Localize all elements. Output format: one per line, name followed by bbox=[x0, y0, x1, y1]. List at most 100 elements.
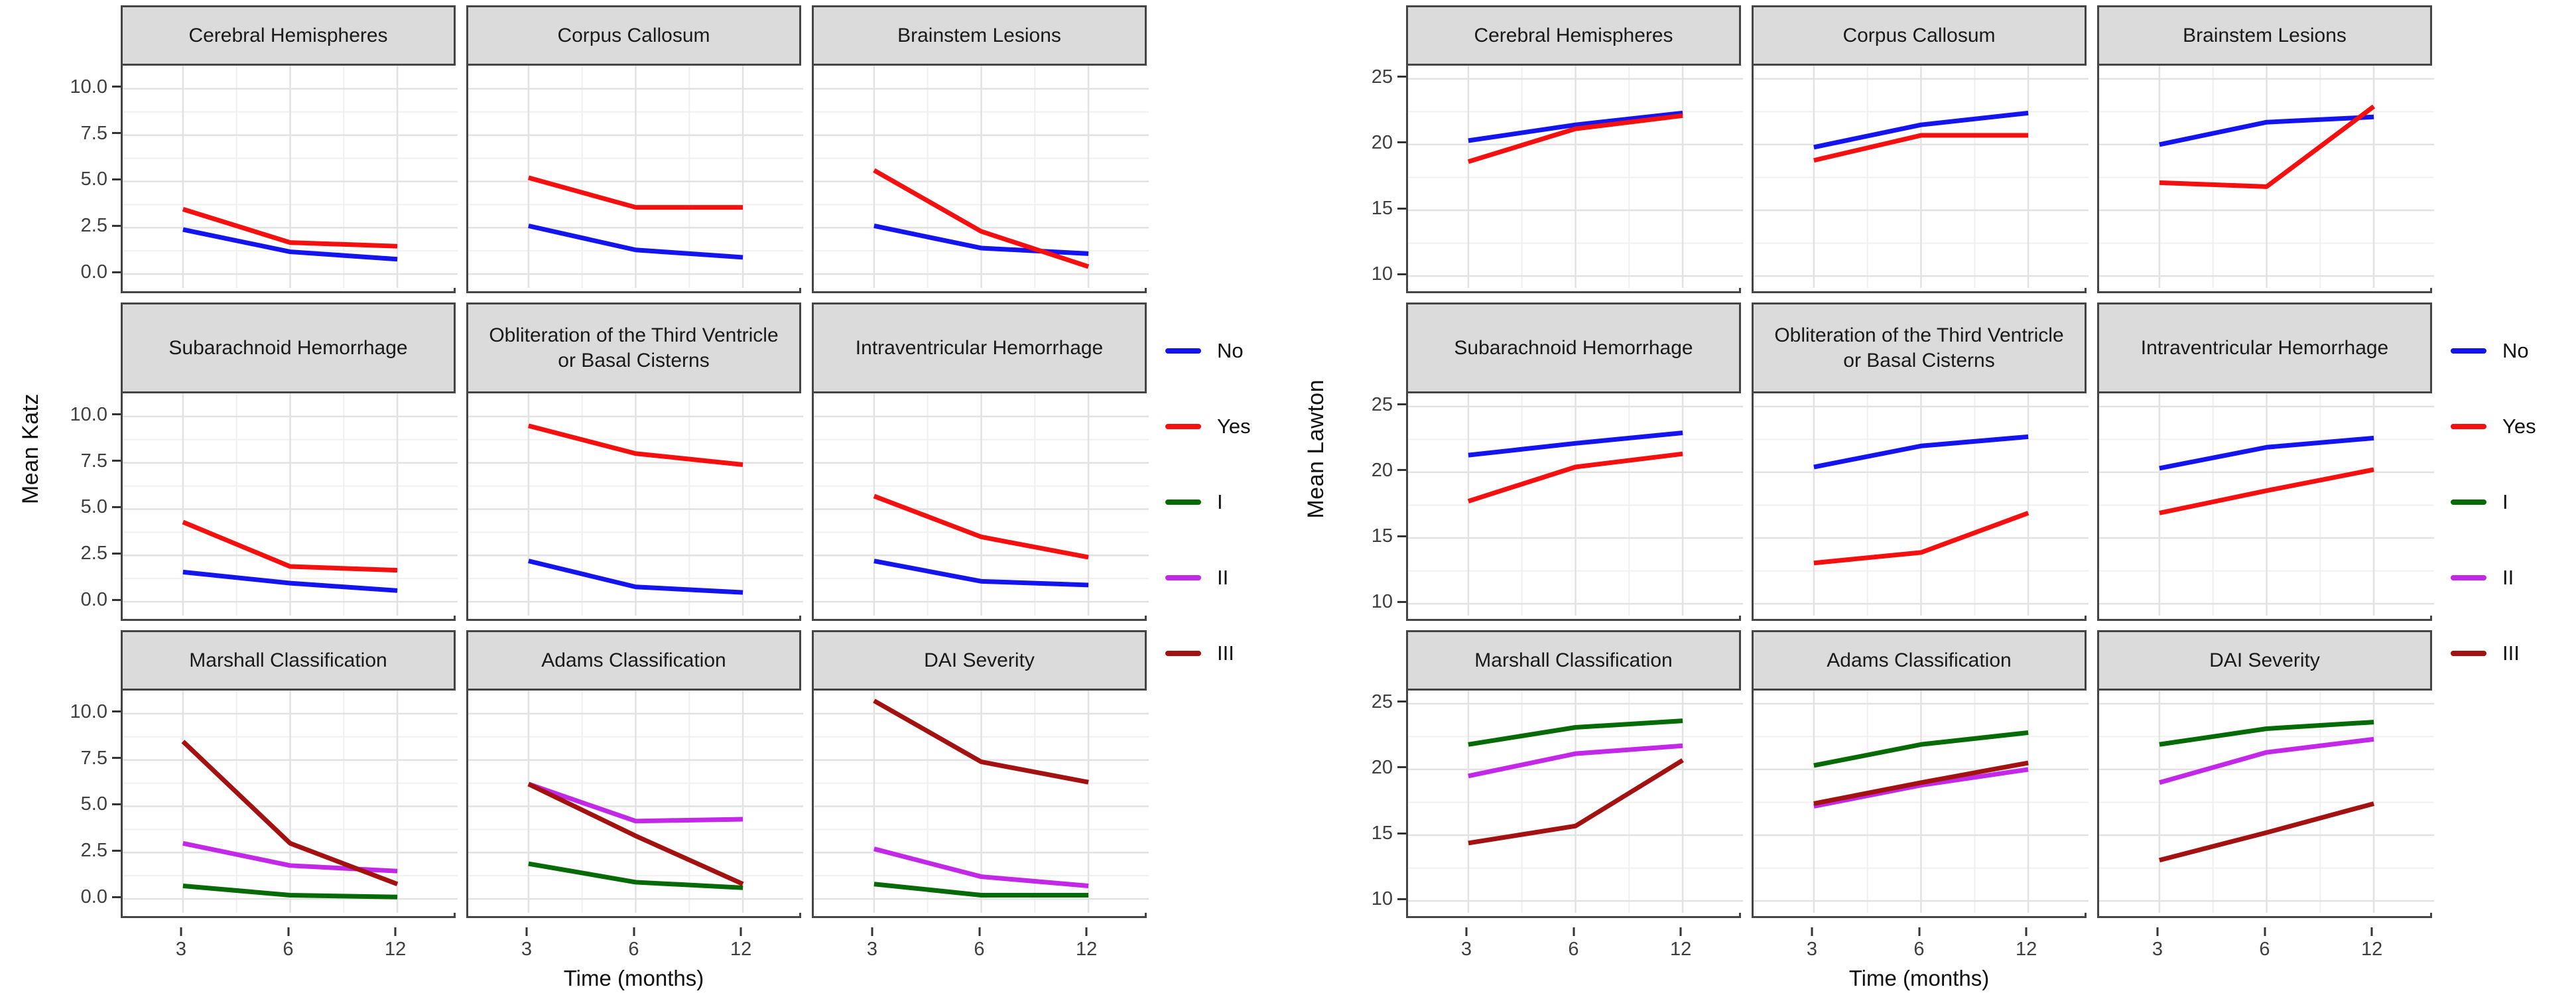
x-tick-mark bbox=[1085, 927, 1088, 936]
x-tick-label: 6 bbox=[2259, 939, 2270, 960]
line-series-no bbox=[528, 559, 743, 595]
facet-panel bbox=[1406, 64, 1743, 293]
y-axis-ticks: 10 15 20 25 bbox=[1333, 630, 1406, 918]
y-axis-ticks: 0.0 2.5 5.0 7.5 10.0 bbox=[48, 302, 121, 621]
x-axis-col: 3 6 12 bbox=[2097, 927, 2432, 966]
lawton-faceted-line-chart: Mean Lawton 10 15 20 25 Cerebral Hemispheres C… bbox=[1299, 5, 2576, 999]
y-tick-mark bbox=[1397, 403, 1406, 406]
legend-line-swatch-iii bbox=[2451, 651, 2486, 656]
y-axis-title-text: Mean Katz bbox=[17, 393, 43, 505]
facet-panel-svg bbox=[1754, 691, 2089, 913]
facet-cerebral-hemispheres: Cerebral Hemispheres bbox=[1406, 5, 1743, 293]
y-tick-mark bbox=[112, 413, 121, 416]
x-tick-mark bbox=[287, 927, 289, 936]
legend-line-swatch-i bbox=[1165, 500, 1201, 505]
legend-label: II bbox=[2502, 566, 2514, 589]
facet-panel-svg bbox=[814, 393, 1149, 616]
y-tick-label: 2.5 bbox=[80, 840, 107, 862]
x-tick-mark bbox=[1573, 927, 1575, 936]
line-series-i bbox=[1813, 730, 2029, 768]
line-series-yes bbox=[182, 207, 398, 249]
facet-title: Subarachnoid Hemorrhage bbox=[1454, 336, 1693, 359]
facet-corpus-callosum: Corpus Callosum bbox=[466, 5, 803, 293]
line-series-ii bbox=[527, 781, 743, 824]
x-tick-mark bbox=[871, 927, 873, 936]
y-tick-mark bbox=[112, 896, 121, 898]
facet-row: 10 15 20 25 Subarachnoid Hemorrhage Obliterat… bbox=[1333, 302, 2434, 621]
legend-item-yes: Yes bbox=[2451, 415, 2576, 438]
facet-row: 10 15 20 25 Cerebral Hemispheres Corpus Callo… bbox=[1333, 5, 2434, 293]
y-tick-label: 2.5 bbox=[80, 215, 107, 237]
facet-panel-svg bbox=[1754, 393, 2089, 616]
x-tick-label: 3 bbox=[1806, 939, 1817, 960]
facet-grid: 0.0 2.5 5.0 7.5 10.0 Cerebral Hemispheres Corp… bbox=[48, 5, 1149, 999]
x-axis-col: 3 6 12 bbox=[121, 927, 456, 966]
facet-title: Marshall Classification bbox=[189, 649, 387, 671]
legend-line-swatch-ii bbox=[2451, 575, 2486, 580]
y-axis-ticks: 10 15 20 25 bbox=[1333, 5, 1406, 293]
line-series-ii bbox=[1468, 743, 1683, 779]
facet-marshall-classification: Marshall Classification bbox=[121, 630, 458, 918]
facet-strip: Cerebral Hemispheres bbox=[121, 5, 456, 64]
y-tick-label: 7.5 bbox=[80, 450, 107, 472]
x-tick-label: 3 bbox=[1460, 939, 1472, 960]
x-tick-label: 12 bbox=[730, 939, 752, 960]
x-axis: 3 6 12 3 6 12 3 6 12 bbox=[48, 927, 1147, 966]
facet-strip: Marshall Classification bbox=[1406, 630, 1741, 689]
line-series-no bbox=[873, 559, 1089, 588]
legend-label: III bbox=[2502, 641, 2520, 665]
legend-label: III bbox=[1217, 641, 1234, 665]
y-tick-mark bbox=[112, 598, 121, 601]
y-tick-label: 10.0 bbox=[70, 76, 107, 98]
facet-subarachnoid-hemorrhage: Subarachnoid Hemorrhage bbox=[1406, 302, 1743, 621]
facet-title: Corpus Callosum bbox=[1842, 24, 1996, 46]
facet-panel-svg bbox=[2099, 393, 2434, 616]
facet-panel bbox=[466, 64, 803, 293]
legend-line-swatch-yes bbox=[2451, 424, 2486, 429]
y-tick-label: 25 bbox=[1371, 691, 1393, 712]
line-series-no bbox=[873, 224, 1089, 256]
y-tick-label: 15 bbox=[1371, 525, 1393, 547]
facet-title: Intraventricular Hemorrhage bbox=[855, 336, 1104, 359]
x-tick-label: 3 bbox=[2152, 939, 2163, 960]
facet-panel-svg bbox=[1408, 691, 1743, 913]
line-series-no bbox=[2159, 435, 2374, 471]
line-series-yes bbox=[1813, 511, 2029, 566]
x-tick-label: 6 bbox=[1913, 939, 1925, 960]
x-tick-label: 3 bbox=[866, 939, 877, 960]
y-tick-label: 10 bbox=[1371, 591, 1393, 613]
facet-brainstem-lesions: Brainstem Lesions bbox=[812, 5, 1149, 293]
facet-panel bbox=[121, 689, 458, 918]
line-series-iii bbox=[1468, 758, 1684, 846]
legend-label: I bbox=[1217, 490, 1223, 513]
y-tick-mark bbox=[112, 710, 121, 713]
facet-panel-svg bbox=[1754, 66, 2089, 288]
facet-intraventricular-hemorrhage: Intraventricular Hemorrhage bbox=[812, 302, 1149, 621]
line-series-iii bbox=[1813, 760, 2029, 806]
facet-title: Adams Classification bbox=[541, 649, 726, 671]
facet-title: DAI Severity bbox=[2209, 649, 2320, 671]
line-series-no bbox=[182, 569, 398, 593]
facet-title: DAI Severity bbox=[924, 649, 1035, 671]
y-tick-mark bbox=[1397, 832, 1406, 834]
y-tick-mark bbox=[112, 505, 121, 508]
facet-panel-svg bbox=[814, 66, 1149, 288]
facet-obliteration-of-the-third-ventricle-or-basal-cisterns: Obliteration of the Third Ventricle or B… bbox=[466, 302, 803, 621]
line-series-yes bbox=[527, 175, 743, 210]
legend-item-i: I bbox=[2451, 490, 2576, 514]
y-tick-label: 25 bbox=[1371, 393, 1393, 415]
facet-title: Brainstem Lesions bbox=[897, 24, 1061, 46]
y-tick-label: 10 bbox=[1371, 263, 1393, 285]
x-axis-col: 3 6 12 bbox=[812, 927, 1147, 966]
x-tick-mark bbox=[1811, 927, 1813, 936]
facet-strip: DAI Severity bbox=[812, 630, 1147, 689]
facet-panel-svg bbox=[468, 66, 803, 288]
y-tick-mark bbox=[112, 224, 121, 227]
facet-row: 0.0 2.5 5.0 7.5 10.0 Cerebral Hemispheres Corp… bbox=[48, 5, 1149, 293]
facet-corpus-callosum: Corpus Callosum bbox=[1752, 5, 2089, 293]
line-series-i bbox=[873, 882, 1089, 898]
facet-title: Obliteration of the Third Ventricle or B… bbox=[489, 324, 779, 371]
x-tick-label: 3 bbox=[175, 939, 186, 960]
line-series-no bbox=[1813, 110, 2029, 150]
facet-strip: Obliteration of the Third Ventricle or B… bbox=[1752, 302, 2087, 391]
